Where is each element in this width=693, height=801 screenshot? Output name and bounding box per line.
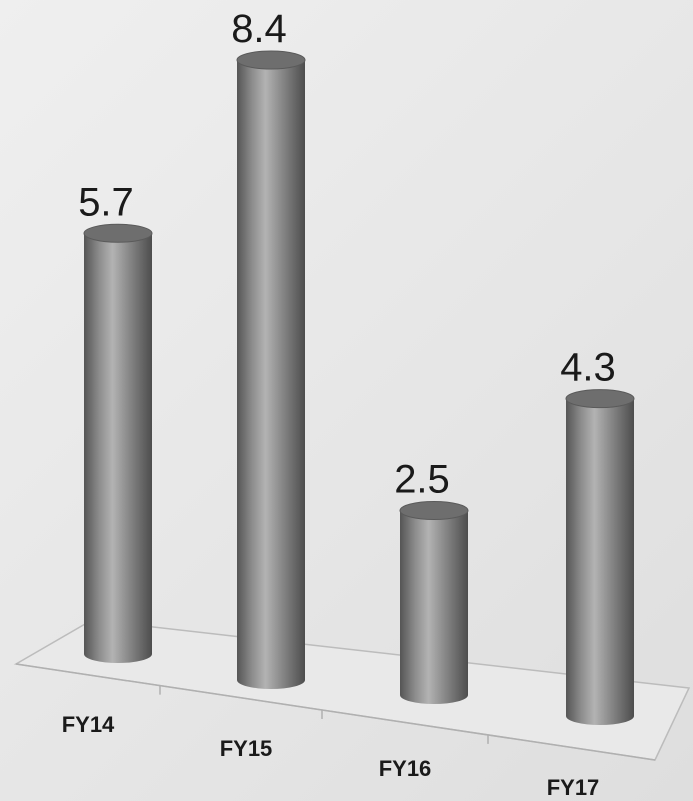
data-label: 5.7 [78,180,134,224]
bar-top-cap [83,223,153,243]
bar-top-cap [236,50,306,70]
bar [399,500,469,704]
data-label: 4.3 [560,346,616,390]
data-label: 2.5 [394,457,450,501]
x-tick-label: FY17 [547,775,600,800]
x-tick-label: FY15 [220,736,273,761]
bars-group [83,50,635,725]
bar [83,223,153,664]
bar-top-cap [565,389,635,409]
bar-top-cap [399,500,469,520]
x-axis-ticks [159,685,489,744]
data-label: 8.4 [231,7,287,51]
bar [236,50,306,689]
data-labels-group: 5.7 8.4 2.5 4.3 [78,7,616,501]
category-labels-group: FY14 FY15 FY16 FY17 [62,712,600,800]
x-axis-line [15,663,656,761]
x-tick-label: FY14 [62,712,115,737]
bar [565,389,635,725]
bar-body [237,60,305,689]
bar-body [84,233,152,664]
bar-body [400,510,468,704]
x-tick-label: FY16 [379,756,432,781]
bar-body [566,398,634,725]
